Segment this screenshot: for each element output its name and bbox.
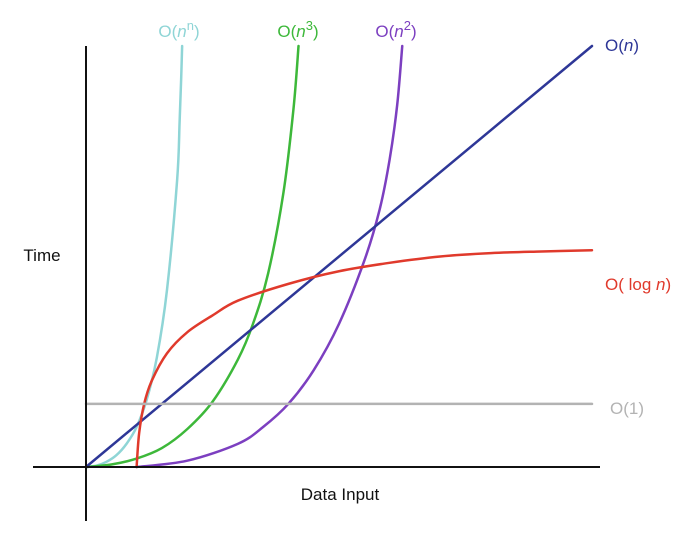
series-label-suffix-log-n: ) xyxy=(666,275,672,294)
curve-labels-group: O(nn) O(n3) O(n2)O(n)O( log n)O(1) xyxy=(158,18,671,419)
series-label-var-n: n xyxy=(624,36,633,55)
series-label-exp-n-3: 3 xyxy=(306,18,313,33)
curves-group xyxy=(84,44,594,469)
series-label-close-n-3: ) xyxy=(313,22,319,41)
series-label-exp-n-2: 2 xyxy=(404,18,411,33)
series-label-suffix-n: ) xyxy=(633,36,639,55)
series-label-n-2: O(n2) xyxy=(375,18,416,42)
series-label-prefix-n-3: O( xyxy=(277,22,296,41)
series-label-close-n-2: ) xyxy=(411,22,417,41)
series-label-prefix-log-n: O( log xyxy=(605,275,656,294)
series-label-var-n-n: n xyxy=(177,22,186,41)
series-label-close-n-n: ) xyxy=(194,22,200,41)
series-label-log-n: O( log n) xyxy=(605,275,671,294)
series-label-var-n-2: n xyxy=(394,22,403,41)
series-label-exp-n-n: n xyxy=(187,18,194,33)
series-label-n-n: O(nn) xyxy=(158,18,199,42)
series-label-n-3: O(n3) xyxy=(277,18,318,42)
series-label-prefix-n-n: O( xyxy=(158,22,177,41)
y-axis-label: Time xyxy=(23,246,60,265)
series-line-n-n xyxy=(84,44,184,469)
series-label-var-log-n: n xyxy=(656,275,665,294)
x-axis-label: Data Input xyxy=(301,485,380,504)
series-label-n: O(n) xyxy=(605,36,639,55)
series-label-const: O(1) xyxy=(610,399,644,418)
series-line-n xyxy=(84,44,594,469)
series-label-prefix-n: O( xyxy=(605,36,624,55)
series-label-prefix-const: O(1) xyxy=(610,399,644,418)
series-line-log-n xyxy=(135,248,594,469)
series-line-n-2 xyxy=(135,44,404,469)
series-label-var-n-3: n xyxy=(296,22,305,41)
series-label-prefix-n-2: O( xyxy=(375,22,394,41)
